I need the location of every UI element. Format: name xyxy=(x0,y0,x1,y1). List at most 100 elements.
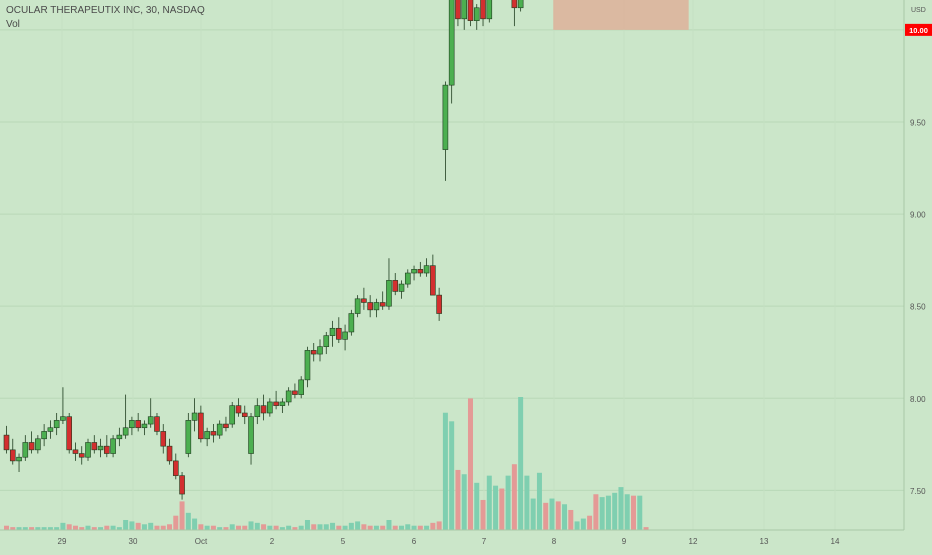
x-tick-label: 5 xyxy=(341,537,346,546)
volume-bar xyxy=(555,501,561,530)
volume-bar xyxy=(123,519,129,530)
volume-bar xyxy=(4,525,9,530)
candle-body xyxy=(473,7,480,21)
volume-bar xyxy=(110,525,116,530)
x-tick-label: 29 xyxy=(58,537,67,546)
volume-bar xyxy=(467,398,473,530)
x-tick-label: 30 xyxy=(129,537,138,546)
candle-body xyxy=(160,431,167,447)
volume-bar xyxy=(129,521,135,530)
candle-body xyxy=(386,280,392,307)
candle-body xyxy=(423,265,430,274)
volume-bar xyxy=(436,521,442,530)
symbol-title: OCULAR THERAPEUTIX INC, 30, NASDAQ xyxy=(6,5,205,16)
candle-body xyxy=(442,84,449,150)
volume-bar xyxy=(198,524,204,530)
candle-body xyxy=(72,449,79,454)
candle-body xyxy=(373,302,380,311)
candle-body xyxy=(78,453,85,458)
candle-body xyxy=(292,390,298,395)
volume-bar xyxy=(261,524,267,530)
y-tick-label: 8.50 xyxy=(910,303,926,312)
volume-bars xyxy=(4,397,649,530)
volume-bar xyxy=(580,518,586,530)
candle-body xyxy=(379,302,386,307)
volume-bar xyxy=(430,522,436,530)
volume-bar xyxy=(612,492,618,530)
candle-body xyxy=(517,0,524,9)
candle-body xyxy=(9,449,16,462)
y-tick-label: 9.00 xyxy=(910,211,926,220)
volume-bar xyxy=(499,488,505,530)
volume-bar xyxy=(273,525,279,530)
volume-bar xyxy=(91,527,97,530)
stop-price-tag-bg xyxy=(905,23,932,36)
candle-body xyxy=(480,0,486,20)
candle-body xyxy=(28,442,35,451)
volume-bar xyxy=(643,527,649,530)
candle-body xyxy=(392,280,399,292)
candle-body xyxy=(129,420,135,429)
volume-bar xyxy=(386,519,392,530)
candle-body xyxy=(223,423,229,429)
x-tick-label: 14 xyxy=(831,537,840,546)
x-tick-label: 13 xyxy=(760,537,769,546)
candle-body xyxy=(417,269,424,274)
volume-bar xyxy=(185,512,191,530)
chart-header: OCULAR THERAPEUTIX INC, 30, NASDAQ Vol xyxy=(6,4,205,32)
volume-bar xyxy=(248,521,254,530)
x-tick-label: 6 xyxy=(412,537,417,546)
x-tick-label: 2 xyxy=(270,537,275,546)
x-tick-label: 8 xyxy=(552,537,557,546)
candles xyxy=(3,0,524,500)
candle-body xyxy=(361,298,367,303)
volume-bar xyxy=(511,464,517,530)
currency-label: USD xyxy=(911,7,926,14)
position-box-group[interactable] xyxy=(553,0,689,30)
volume-bar xyxy=(242,525,248,530)
volume-bar xyxy=(254,522,260,530)
candle-body xyxy=(342,331,348,340)
candle-body xyxy=(41,431,47,440)
candle-body xyxy=(448,0,455,86)
candle-body xyxy=(135,420,141,429)
x-tick-label: 12 xyxy=(689,537,698,546)
volume-bar xyxy=(493,485,499,530)
volume-bar xyxy=(549,498,555,530)
candle-body xyxy=(267,401,273,414)
candle-body xyxy=(16,456,22,462)
volume-bar xyxy=(54,527,60,530)
volume-bar xyxy=(461,474,467,530)
candle-body xyxy=(204,431,210,440)
volume-bar xyxy=(505,475,511,530)
candle-body xyxy=(285,390,292,403)
candle-body xyxy=(248,416,254,454)
candle-body xyxy=(329,327,336,336)
candle-body xyxy=(411,269,417,274)
volume-bar xyxy=(449,421,455,530)
volume-bar xyxy=(336,525,342,530)
candle-body xyxy=(179,475,185,495)
candle-body xyxy=(279,401,286,406)
volume-bar xyxy=(167,524,173,530)
volume-bar xyxy=(217,527,223,530)
candle-body xyxy=(235,405,242,414)
volume-bar xyxy=(624,494,630,530)
position-box[interactable] xyxy=(553,0,689,30)
volume-bar xyxy=(267,525,273,530)
volume-bar xyxy=(292,527,298,530)
volume-bar xyxy=(530,498,536,530)
candle-body xyxy=(198,412,204,440)
volume-bar xyxy=(562,504,568,530)
candle-body xyxy=(116,434,123,440)
candle-body xyxy=(511,0,518,9)
candle-body xyxy=(241,412,248,417)
candle-body xyxy=(66,416,72,451)
volume-bar xyxy=(79,527,85,530)
volume-bar xyxy=(405,524,411,530)
volume-bar xyxy=(279,527,285,530)
candle-body xyxy=(147,416,154,425)
volume-bar xyxy=(355,521,361,530)
